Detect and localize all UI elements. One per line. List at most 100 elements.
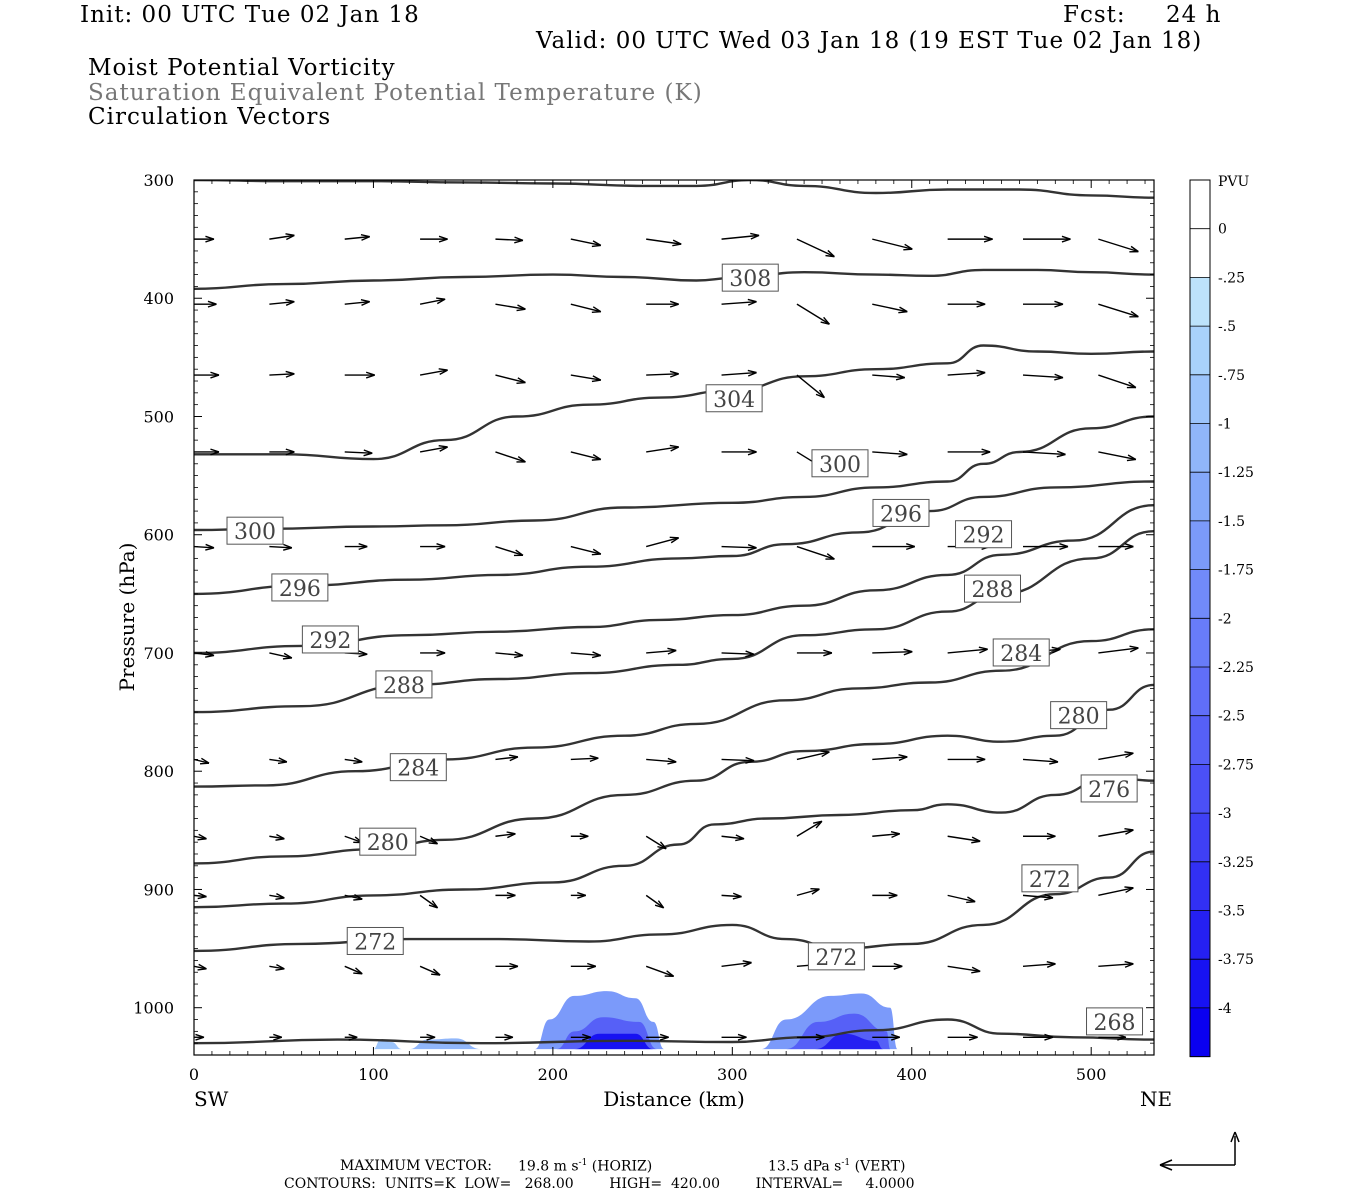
theta-contour-272	[194, 850, 1154, 953]
circulation-vector	[570, 545, 602, 556]
circulation-vector	[872, 543, 916, 551]
circulation-vector	[495, 545, 524, 557]
circulation-vector	[721, 369, 757, 377]
contour-label: 292	[955, 520, 1013, 549]
circulation-vector	[570, 891, 587, 899]
colorbar-label: -2.5	[1218, 709, 1245, 725]
circulation-vector	[344, 1033, 358, 1041]
colorbar-swatch	[1190, 764, 1210, 814]
circulation-vector	[269, 299, 295, 306]
circulation-vector	[796, 649, 833, 657]
circulation-vector	[646, 370, 679, 378]
circulation-vector	[796, 887, 820, 897]
circulation-vector	[194, 963, 207, 971]
colorbar-swatch	[1190, 472, 1210, 522]
circulation-vector	[194, 448, 220, 456]
circulation-vector	[194, 300, 217, 308]
circulation-vector	[646, 536, 680, 548]
x-tick-label: 300	[717, 1065, 748, 1084]
theta-contour-300	[194, 415, 1154, 532]
svg-text:272: 272	[1029, 868, 1071, 893]
circulation-vector	[721, 232, 760, 240]
svg-text:272: 272	[815, 946, 857, 971]
theta-contour-296	[194, 480, 1154, 596]
x-axis-title: Distance (km)	[603, 1087, 745, 1111]
circulation-vector	[1098, 645, 1139, 654]
colorbar-swatch	[1190, 959, 1210, 1009]
svg-text:284: 284	[1000, 642, 1042, 667]
circulation-vector	[796, 750, 830, 761]
y-tick-label: 700	[143, 644, 174, 663]
circulation-vector	[269, 833, 285, 841]
circulation-vector	[495, 831, 516, 839]
max-horizontal-vector: 19.8 m s-1 (HORIZ)	[518, 1158, 653, 1175]
circulation-vector	[1098, 751, 1134, 761]
svg-text:280: 280	[1058, 705, 1100, 730]
circulation-vector	[344, 449, 373, 457]
x-tick-label: 400	[896, 1065, 927, 1084]
circulation-vector	[796, 303, 830, 325]
contour-label: 268	[1086, 1007, 1144, 1036]
contour-label: 272	[807, 942, 865, 971]
circulation-vector	[947, 1033, 978, 1041]
contour-label: 272	[1021, 864, 1079, 893]
contour-label: 280	[359, 827, 417, 856]
circulation-vector	[1023, 235, 1071, 243]
colorbar-swatch	[1190, 180, 1210, 230]
colorbar-title: PVU	[1218, 174, 1250, 190]
y-tick-label: 400	[143, 289, 174, 308]
circulation-vector	[495, 374, 526, 384]
circulation-vector	[495, 1033, 514, 1041]
theta-contour-276	[194, 775, 1154, 909]
circulation-vector	[1098, 543, 1134, 551]
circulation-vector	[721, 1033, 747, 1041]
colorbar-label: -.25	[1218, 270, 1245, 286]
reference-vector-icon	[1159, 1131, 1240, 1171]
circulation-vector	[645, 835, 667, 850]
svg-text:288: 288	[383, 674, 425, 699]
circulation-vector	[1098, 451, 1137, 462]
circulation-vector	[570, 755, 599, 763]
circulation-vector	[419, 297, 446, 305]
circulation-vector	[645, 965, 675, 978]
circulation-vector	[570, 451, 602, 461]
circulation-vector	[1098, 828, 1134, 837]
circulation-vector	[269, 233, 295, 241]
colorbar-label: -3.5	[1218, 904, 1245, 920]
colorbar-label: -2.75	[1218, 757, 1254, 773]
colorbar-label: -2	[1218, 611, 1232, 627]
circulation-vector	[1098, 303, 1139, 318]
contour-label: 276	[1080, 774, 1138, 803]
svg-text:296: 296	[880, 502, 922, 527]
colorbar-label: -3.75	[1218, 952, 1254, 968]
circulation-vector	[872, 891, 898, 899]
circulation-vector	[194, 543, 215, 551]
colorbar-swatch	[1190, 374, 1210, 424]
circulation-vector	[420, 235, 448, 243]
circulation-vector	[646, 1033, 669, 1041]
circulation-vector	[796, 374, 826, 399]
circulation-vector	[269, 448, 295, 456]
colorbar-label: -3	[1218, 806, 1232, 822]
svg-text:304: 304	[713, 388, 755, 413]
circulation-vector	[646, 647, 677, 655]
colorbar-label: -3.25	[1218, 855, 1254, 871]
colorbar-label: -2.25	[1218, 660, 1254, 676]
colorbar-swatch	[1190, 326, 1210, 376]
circulation-vector	[269, 1033, 283, 1041]
circulation-vector	[872, 450, 908, 458]
contour-label: 296	[872, 498, 930, 527]
circulation-vector	[1098, 238, 1139, 253]
colorbar-swatch	[1190, 861, 1210, 911]
contour-label: 288	[964, 574, 1022, 603]
circulation-vector	[419, 835, 439, 845]
circulation-vector	[646, 444, 680, 453]
circulation-vector	[570, 832, 589, 840]
y-tick-label: 1000	[133, 999, 174, 1018]
circulation-vector	[947, 835, 981, 844]
circulation-vector	[872, 962, 903, 970]
contour-label: 292	[301, 625, 359, 654]
theta-contour-304	[194, 344, 1154, 461]
contour-label: 304	[705, 384, 763, 413]
circulation-vector	[796, 820, 823, 837]
